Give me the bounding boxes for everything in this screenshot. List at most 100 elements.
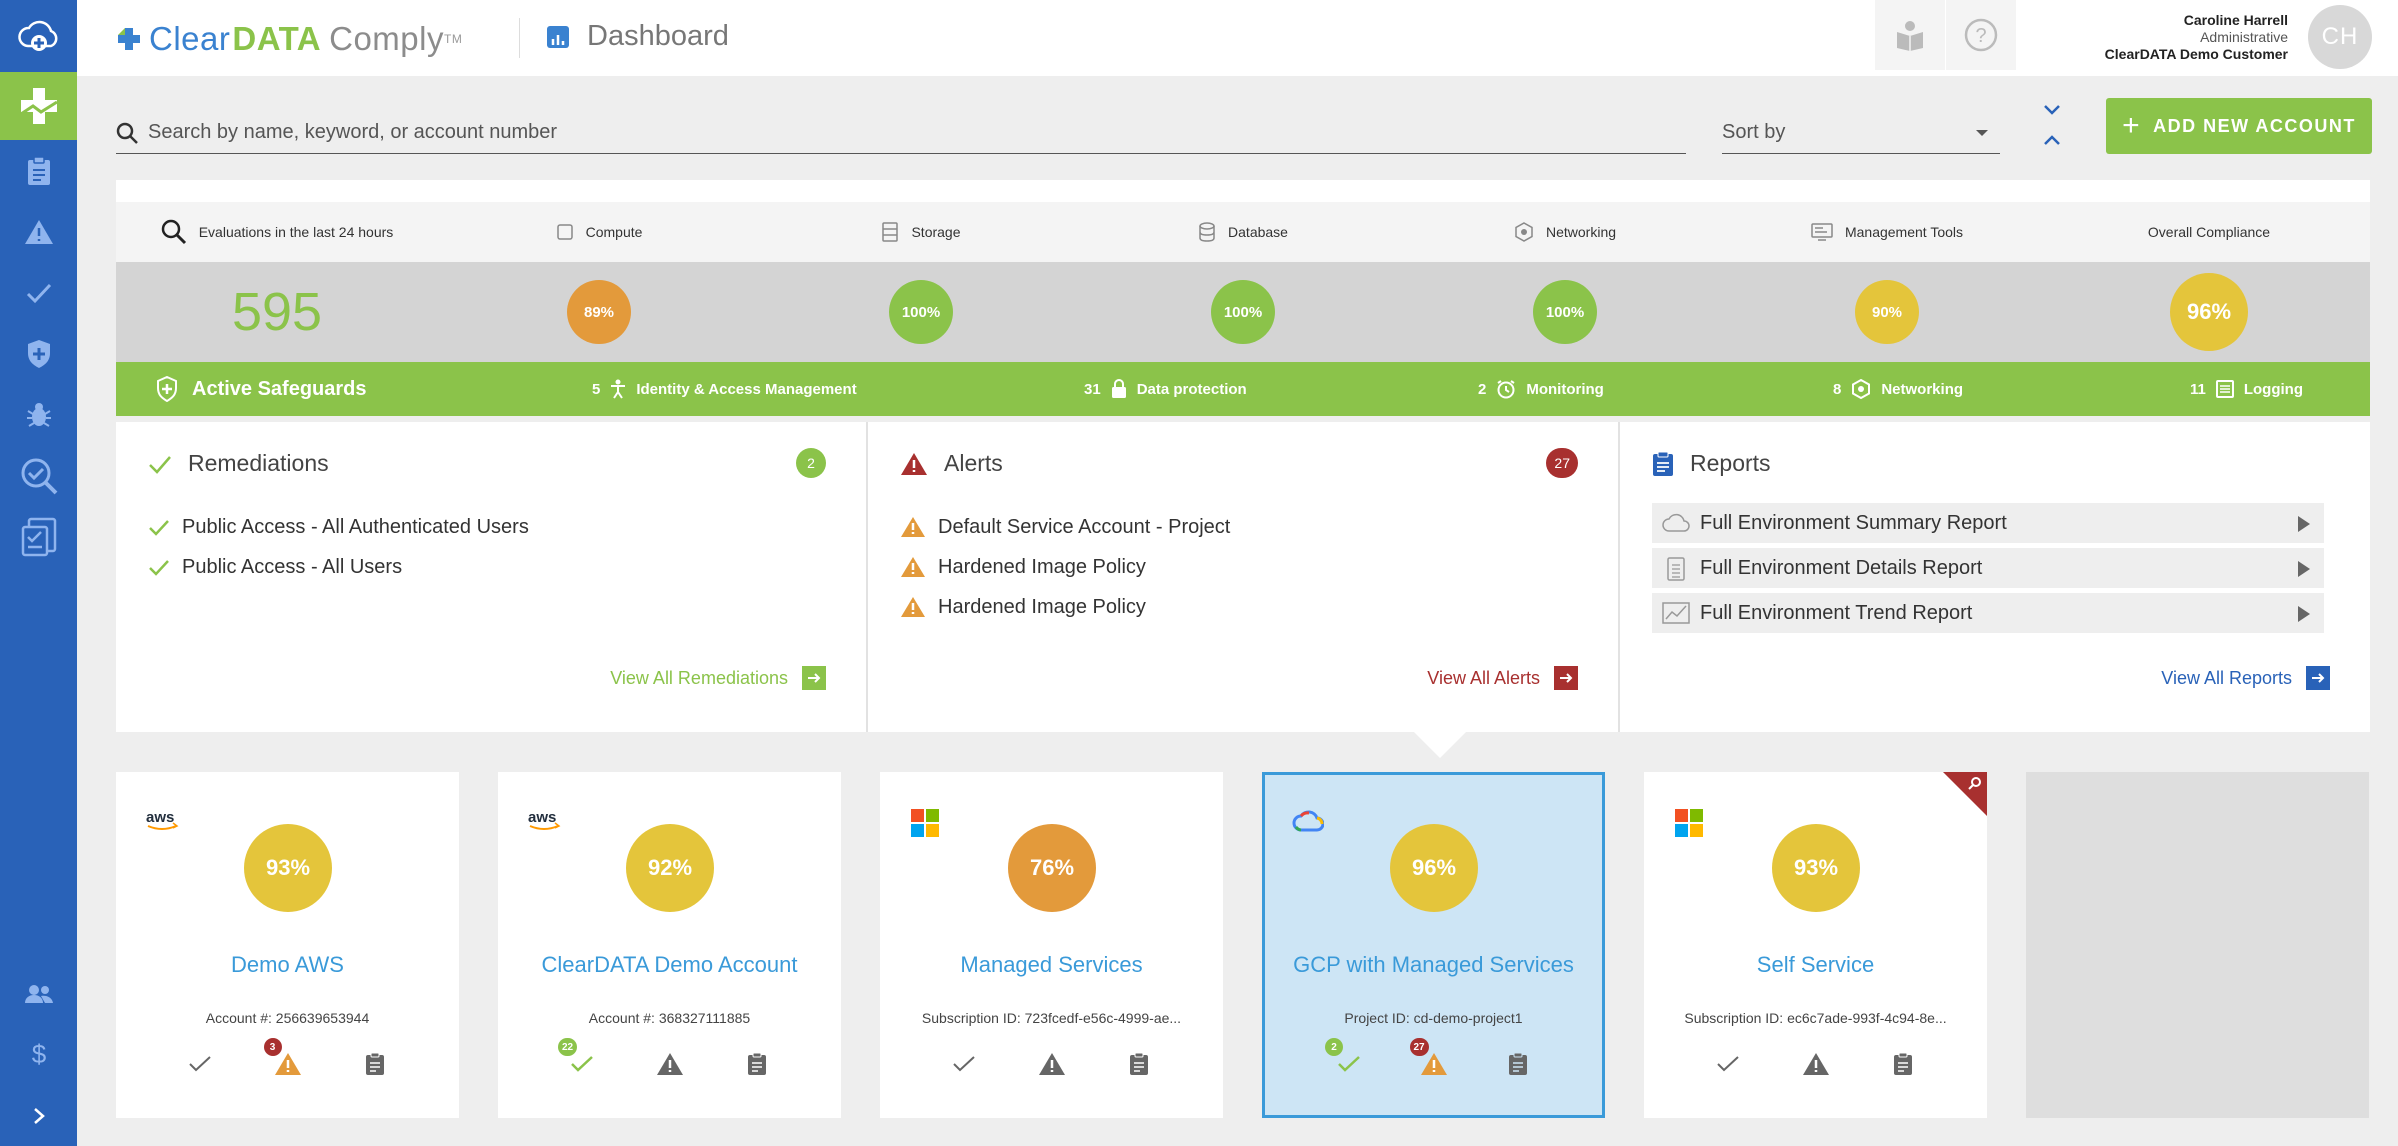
database-score[interactable]: 100%: [1211, 280, 1275, 344]
remediations-status[interactable]: 22: [558, 1038, 596, 1078]
remediations-status[interactable]: [950, 1050, 978, 1078]
sidebar-item-alerts[interactable]: [0, 201, 77, 262]
alerts-status[interactable]: 3: [263, 1038, 302, 1078]
account-card-managed-services[interactable]: 76% Managed Services Subscription ID: 72…: [880, 772, 1223, 1118]
sidebar-expand-icon[interactable]: [0, 1085, 77, 1146]
summary-label-database[interactable]: Database: [1082, 202, 1404, 262]
summary-label-evaluations: Evaluations in the last 24 hours: [116, 202, 438, 262]
view-all-alerts-label: View All Alerts: [1427, 667, 1540, 688]
report-item-details[interactable]: Full Environment Details Report: [1652, 548, 2324, 588]
view-all-reports-link[interactable]: View All Reports: [2161, 666, 2330, 690]
account-name[interactable]: GCP with Managed Services: [1293, 952, 1574, 977]
networking-score-cell: 100%: [1404, 262, 1726, 362]
account-name[interactable]: Managed Services: [960, 952, 1143, 977]
summary-label-text: Management Tools: [1844, 224, 1964, 240]
list-item[interactable]: Default Service Account - Project: [900, 507, 1586, 547]
brand-clear: Clear: [149, 20, 231, 57]
warning-icon: [1802, 1053, 1829, 1075]
account-card-demo-aws[interactable]: aws 93% Demo AWS Account #: 256639653944…: [116, 772, 459, 1118]
storage-score[interactable]: 100%: [889, 280, 953, 344]
add-new-account-label: ADD NEW ACCOUNT: [2153, 115, 2356, 136]
summary-label-networking[interactable]: Networking: [1404, 202, 1726, 262]
brand-logo[interactable]: Clear DATA Comply TM: [117, 20, 462, 58]
reports-status[interactable]: [1125, 1050, 1153, 1078]
active-safeguards-label: Active Safeguards: [192, 377, 367, 400]
reports-status[interactable]: [743, 1050, 771, 1078]
account-score: 92%: [626, 824, 714, 912]
sidebar-item-remediations[interactable]: [0, 262, 77, 323]
alerts-status[interactable]: [1802, 1050, 1830, 1078]
expand-all-button[interactable]: [2040, 100, 2064, 120]
sidebar-item-dashboard[interactable]: [0, 72, 77, 140]
storage-score-cell: 100%: [760, 262, 1082, 362]
list-item[interactable]: Public Access - All Authenticated Users: [148, 507, 834, 547]
view-all-alerts-link[interactable]: View All Alerts: [1427, 666, 1578, 690]
sidebar-item-safeguards[interactable]: [0, 323, 77, 384]
sort-dropdown[interactable]: Sort by: [1722, 112, 2000, 154]
account-score: 96%: [1390, 824, 1478, 912]
account-name[interactable]: Self Service: [1756, 952, 1875, 977]
summary-values-row: 595 89% 100% 100% 100% 90% 96%: [116, 262, 2370, 362]
sidebar-item-users[interactable]: [0, 963, 77, 1024]
alerts-status[interactable]: [656, 1050, 684, 1078]
search-icon: [1968, 777, 1981, 790]
collapse-all-button[interactable]: [2040, 130, 2064, 150]
alerts-status[interactable]: [1038, 1050, 1066, 1078]
remediations-status[interactable]: 2: [1325, 1038, 1363, 1078]
summary-label-text: Evaluations in the last 24 hours: [198, 224, 394, 240]
safeguard-networking[interactable]: 8 Networking: [1833, 379, 1963, 399]
add-new-account-button[interactable]: + ADD NEW ACCOUNT: [2106, 98, 2372, 154]
safeguard-label: Identity & Access Management: [636, 380, 857, 398]
sidebar-item-billing[interactable]: $: [0, 1024, 77, 1085]
summary-label-compute[interactable]: Compute: [438, 202, 760, 262]
cloud-icon: [1652, 513, 1700, 533]
brand-comply: Comply: [329, 20, 444, 57]
database-score-cell: 100%: [1082, 262, 1404, 362]
sidebar-item-audit[interactable]: [0, 445, 77, 506]
dashboard-icon: [547, 25, 569, 48]
overall-compliance-score[interactable]: 96%: [2170, 273, 2248, 351]
avatar[interactable]: CH: [2308, 5, 2372, 69]
list-item[interactable]: Hardened Image Policy: [900, 587, 1586, 627]
reports-status[interactable]: [1889, 1050, 1917, 1078]
report-item-trend[interactable]: Full Environment Trend Report: [1652, 593, 2324, 633]
management-tools-score[interactable]: 90%: [1855, 280, 1919, 344]
account-card-self-service[interactable]: 93% Self Service Subscription ID: ec6c7a…: [1644, 772, 1987, 1118]
warning-icon: [274, 1053, 301, 1075]
account-name[interactable]: ClearDATA Demo Account: [541, 952, 798, 977]
safeguard-logging[interactable]: 11 Logging: [2190, 380, 2303, 398]
report-item-summary[interactable]: Full Environment Summary Report: [1652, 503, 2324, 543]
safeguard-monitoring[interactable]: 2 Monitoring: [1478, 379, 1604, 399]
summary-label-management-tools[interactable]: Management Tools: [1726, 202, 2048, 262]
trend-chart-icon: [1652, 602, 1700, 624]
alerts-count-badge: 27: [1546, 448, 1578, 478]
compute-score[interactable]: 89%: [567, 280, 631, 344]
list-item[interactable]: Public Access - All Users: [148, 547, 834, 587]
reports-status[interactable]: [361, 1050, 389, 1078]
brand-data: DATA: [232, 20, 322, 57]
view-all-remediations-link[interactable]: View All Remediations: [610, 666, 826, 690]
sidebar-item-policies[interactable]: [0, 506, 77, 567]
cloud-logo-icon[interactable]: [0, 0, 77, 72]
overall-score-cell: 96%: [2048, 262, 2370, 362]
user-info[interactable]: Caroline Harrell Administrative ClearDAT…: [2105, 12, 2288, 63]
search-input[interactable]: [148, 121, 1648, 144]
remediations-status[interactable]: [186, 1050, 214, 1078]
reports-status[interactable]: [1504, 1050, 1532, 1078]
networking-score[interactable]: 100%: [1533, 280, 1597, 344]
account-name[interactable]: Demo AWS: [231, 952, 344, 977]
safeguard-label: Networking: [1881, 380, 1964, 398]
reports-list: Full Environment Summary Report Full Env…: [1652, 503, 2338, 633]
alerts-status[interactable]: 27: [1409, 1038, 1448, 1078]
guide-button[interactable]: [1875, 0, 1945, 70]
help-button[interactable]: ?: [1946, 0, 2016, 70]
sidebar-item-reports[interactable]: [0, 140, 77, 201]
account-card-cleardata-demo[interactable]: aws 92% ClearDATA Demo Account Account #…: [498, 772, 841, 1118]
remediations-status[interactable]: [1714, 1050, 1742, 1078]
list-item[interactable]: Hardened Image Policy: [900, 547, 1586, 587]
safeguard-data-protection[interactable]: 31 Data protection: [1084, 379, 1247, 399]
safeguard-iam[interactable]: 5 Identity & Access Management: [592, 379, 857, 399]
account-card-gcp-managed[interactable]: 96% GCP with Managed Services Project ID…: [1262, 772, 1605, 1118]
summary-label-storage[interactable]: Storage: [760, 202, 1082, 262]
sidebar-item-vulnerabilities[interactable]: [0, 384, 77, 445]
